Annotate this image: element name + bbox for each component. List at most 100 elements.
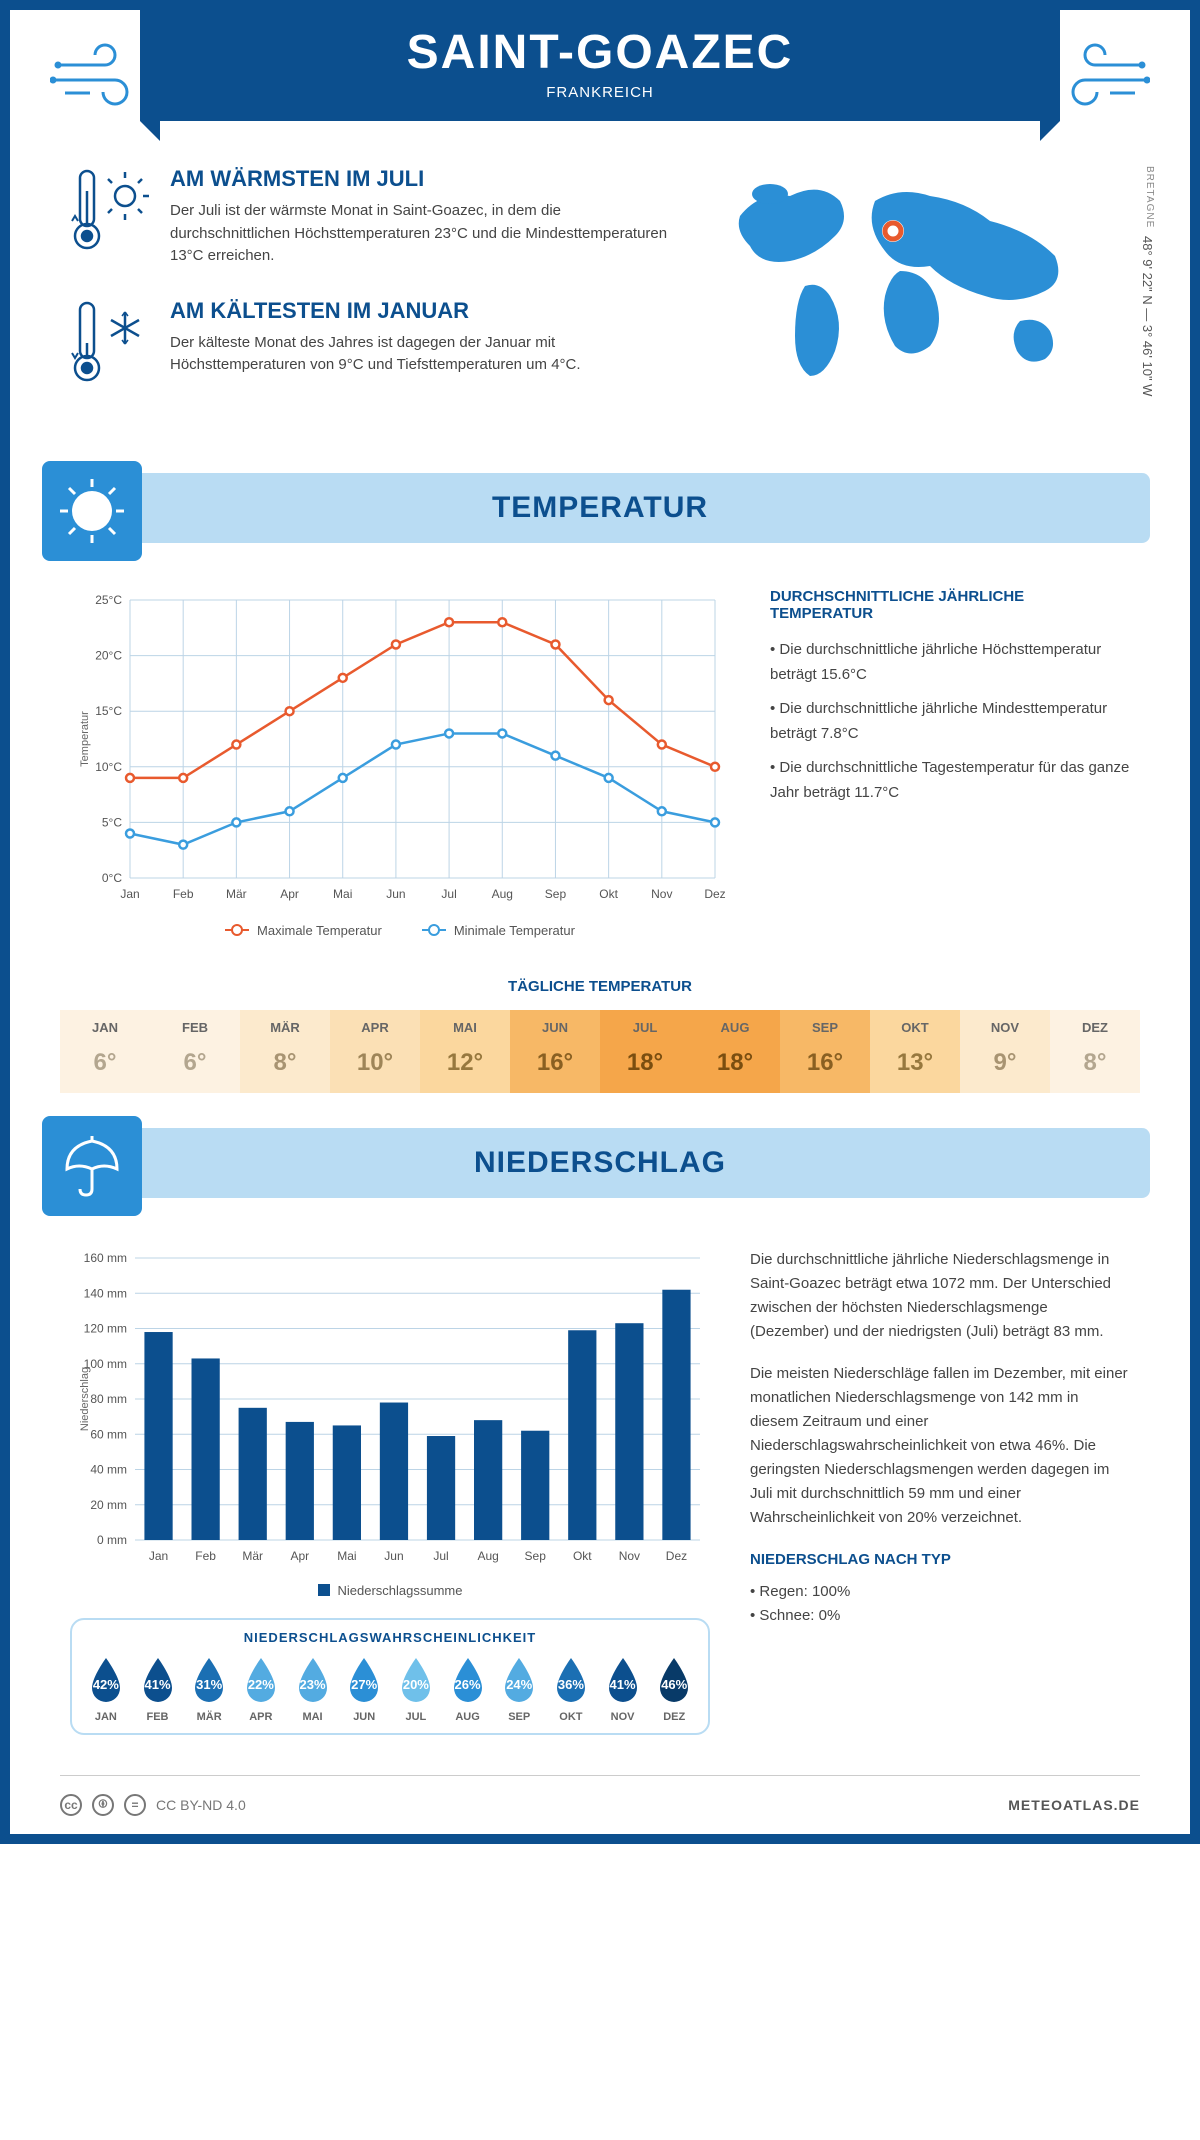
prob-cell: 24% SEP bbox=[493, 1655, 545, 1723]
footer: cc 🅯 = CC BY-ND 4.0 METEOATLAS.DE bbox=[60, 1775, 1140, 1834]
prob-cell: 36% OKT bbox=[545, 1655, 597, 1723]
svg-text:Jun: Jun bbox=[384, 1549, 403, 1563]
svg-text:Jul: Jul bbox=[441, 887, 456, 901]
daily-temp-grid: JAN6°FEB6°MÄR8°APR10°MAI12°JUN16°JUL18°A… bbox=[60, 1010, 1140, 1093]
svg-text:Nov: Nov bbox=[651, 887, 672, 901]
svg-text:Mai: Mai bbox=[337, 1549, 356, 1563]
svg-text:Sep: Sep bbox=[545, 887, 567, 901]
coordinates: 48° 9' 22" N — 3° 46' 10" W bbox=[1140, 236, 1155, 396]
summary-warm-text: Der Juli ist der wärmste Monat in Saint-… bbox=[170, 200, 680, 268]
wind-icon bbox=[1050, 35, 1150, 115]
raindrop-icon: 22% bbox=[241, 1655, 281, 1705]
precipitation-chart: 0 mm20 mm40 mm60 mm80 mm100 mm120 mm140 … bbox=[70, 1248, 710, 1598]
svg-text:5°C: 5°C bbox=[102, 815, 122, 829]
svg-text:Dez: Dez bbox=[704, 887, 725, 901]
header-banner: SAINT-GOAZEC FRANKREICH bbox=[140, 10, 1060, 121]
svg-text:Nov: Nov bbox=[619, 1549, 640, 1563]
site-name: METEOATLAS.DE bbox=[1008, 1797, 1140, 1813]
section-title: TEMPERATUR bbox=[50, 491, 1150, 525]
svg-text:Apr: Apr bbox=[280, 887, 299, 901]
svg-text:Apr: Apr bbox=[290, 1549, 309, 1563]
daily-cell: OKT13° bbox=[870, 1010, 960, 1093]
svg-text:25°C: 25°C bbox=[95, 593, 122, 607]
svg-text:Aug: Aug bbox=[477, 1549, 498, 1563]
raindrop-icon: 31% bbox=[189, 1655, 229, 1705]
svg-text:140 mm: 140 mm bbox=[84, 1286, 127, 1300]
svg-text:40 mm: 40 mm bbox=[90, 1462, 127, 1476]
svg-text:Jan: Jan bbox=[120, 887, 139, 901]
raindrop-icon: 46% bbox=[654, 1655, 694, 1705]
daily-cell: SEP16° bbox=[780, 1010, 870, 1093]
summary-warm-title: AM WÄRMSTEN IM JULI bbox=[170, 166, 680, 192]
raindrop-icon: 42% bbox=[86, 1655, 126, 1705]
svg-text:120 mm: 120 mm bbox=[84, 1321, 127, 1335]
raindrop-icon: 41% bbox=[603, 1655, 643, 1705]
svg-text:Mär: Mär bbox=[242, 1549, 263, 1563]
raindrop-icon: 36% bbox=[551, 1655, 591, 1705]
svg-text:Jul: Jul bbox=[433, 1549, 448, 1563]
svg-text:80 mm: 80 mm bbox=[90, 1392, 127, 1406]
by-icon: 🅯 bbox=[92, 1794, 114, 1816]
svg-text:Jun: Jun bbox=[386, 887, 405, 901]
section-title: NIEDERSCHLAG bbox=[50, 1146, 1150, 1180]
prob-cell: 46% DEZ bbox=[648, 1655, 700, 1723]
section-header-temperature: TEMPERATUR bbox=[50, 473, 1150, 543]
svg-text:Feb: Feb bbox=[173, 887, 194, 901]
daily-cell: NOV9° bbox=[960, 1010, 1050, 1093]
prob-cell: 41% NOV bbox=[597, 1655, 649, 1723]
section-header-precipitation: NIEDERSCHLAG bbox=[50, 1128, 1150, 1198]
raindrop-icon: 41% bbox=[138, 1655, 178, 1705]
svg-text:20 mm: 20 mm bbox=[90, 1497, 127, 1511]
svg-text:160 mm: 160 mm bbox=[84, 1251, 127, 1265]
region-label: BRETAGNE bbox=[1144, 166, 1155, 228]
svg-text:Niederschlag: Niederschlag bbox=[79, 1366, 91, 1430]
raindrop-icon: 24% bbox=[499, 1655, 539, 1705]
prob-cell: 41% FEB bbox=[132, 1655, 184, 1723]
legend-max: .legend-item:nth-child(1) .legend-swatch… bbox=[225, 923, 382, 938]
svg-text:Okt: Okt bbox=[573, 1549, 592, 1563]
prob-cell: 23% MAI bbox=[287, 1655, 339, 1723]
svg-text:Mär: Mär bbox=[226, 887, 247, 901]
prob-cell: 22% APR bbox=[235, 1655, 287, 1723]
precipitation-probability: NIEDERSCHLAGSWAHRSCHEINLICHKEIT 42% JAN … bbox=[70, 1618, 710, 1735]
raindrop-icon: 23% bbox=[293, 1655, 333, 1705]
daily-cell: DEZ8° bbox=[1050, 1010, 1140, 1093]
cc-icon: cc bbox=[60, 1794, 82, 1816]
summary-cold-text: Der kälteste Monat des Jahres ist dagege… bbox=[170, 332, 680, 377]
svg-text:60 mm: 60 mm bbox=[90, 1427, 127, 1441]
prob-cell: 26% AUG bbox=[442, 1655, 494, 1723]
thermometer-snow-icon bbox=[70, 298, 150, 393]
raindrop-icon: 26% bbox=[448, 1655, 488, 1705]
wind-icon bbox=[50, 35, 150, 115]
temperature-summary: DURCHSCHNITTLICHE JÄHRLICHE TEMPERATUR •… bbox=[770, 588, 1130, 938]
prob-cell: 27% JUN bbox=[338, 1655, 390, 1723]
svg-text:Dez: Dez bbox=[666, 1549, 687, 1563]
daily-cell: JUN16° bbox=[510, 1010, 600, 1093]
legend-min: .legend-item:nth-child(2) .legend-swatch… bbox=[422, 923, 575, 938]
license-text: CC BY-ND 4.0 bbox=[156, 1797, 246, 1813]
svg-text:0 mm: 0 mm bbox=[97, 1533, 127, 1547]
daily-cell: JUL18° bbox=[600, 1010, 690, 1093]
svg-text:15°C: 15°C bbox=[95, 704, 122, 718]
world-map: BRETAGNE 48° 9' 22" N — 3° 46' 10" W bbox=[710, 166, 1130, 423]
prob-cell: 31% MÄR bbox=[183, 1655, 235, 1723]
svg-text:Jan: Jan bbox=[149, 1549, 168, 1563]
summary-cold-title: AM KÄLTESTEN IM JANUAR bbox=[170, 298, 680, 324]
summary-warm: AM WÄRMSTEN IM JULI Der Juli ist der wär… bbox=[70, 166, 680, 268]
daily-temp-title: TÄGLICHE TEMPERATUR bbox=[10, 978, 1190, 995]
daily-cell: FEB6° bbox=[150, 1010, 240, 1093]
svg-text:0°C: 0°C bbox=[102, 871, 122, 885]
temperature-chart: 0°C5°C10°C15°C20°C25°CJanFebMärAprMaiJun… bbox=[70, 588, 730, 938]
legend-precip: Niederschlagssumme bbox=[318, 1583, 463, 1598]
svg-text:Sep: Sep bbox=[525, 1549, 547, 1563]
summary-cold: AM KÄLTESTEN IM JANUAR Der kälteste Mona… bbox=[70, 298, 680, 393]
svg-text:Aug: Aug bbox=[492, 887, 513, 901]
sun-icon bbox=[42, 461, 142, 561]
svg-text:Okt: Okt bbox=[599, 887, 618, 901]
umbrella-icon bbox=[42, 1116, 142, 1216]
page-title: SAINT-GOAZEC bbox=[140, 25, 1060, 80]
svg-text:Temperatur: Temperatur bbox=[79, 710, 91, 766]
daily-cell: MÄR8° bbox=[240, 1010, 330, 1093]
page-subtitle: FRANKREICH bbox=[140, 84, 1060, 101]
daily-cell: JAN6° bbox=[60, 1010, 150, 1093]
